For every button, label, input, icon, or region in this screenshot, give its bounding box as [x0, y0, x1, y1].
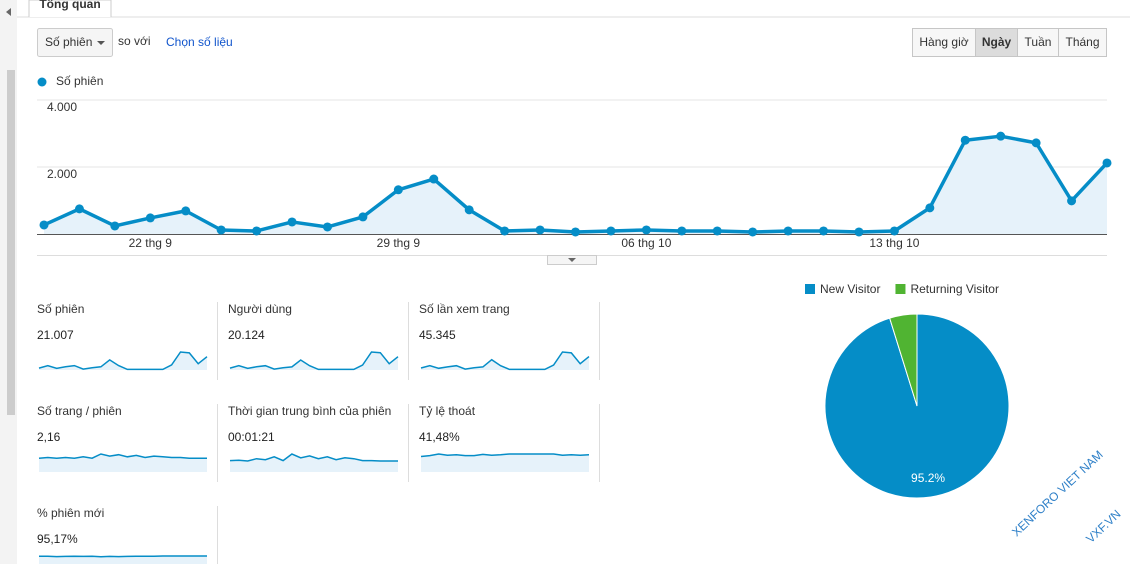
select-caret — [97, 41, 105, 45]
metric-value: 20.124 — [228, 328, 265, 342]
sparkline — [39, 555, 207, 558]
y-tick-label: 2.000 — [47, 167, 77, 181]
data-point — [181, 206, 191, 216]
data-point — [39, 220, 49, 230]
metric-value: 41,48% — [419, 430, 460, 444]
x-tick-label: 22 thg 9 — [129, 236, 173, 250]
series-area — [44, 136, 1107, 234]
data-point — [819, 226, 829, 236]
metrics-grid: Số phiên 21.007 Người dùng 20.124 Số lần xem… — [37, 302, 600, 564]
sparkline-area — [421, 454, 589, 472]
sparkline — [229, 453, 398, 462]
sparkline — [420, 351, 590, 371]
period-button[interactable] — [1017, 28, 1059, 57]
data-point — [996, 131, 1006, 141]
sparkline — [38, 453, 207, 459]
data-point — [712, 226, 722, 236]
data-point — [748, 227, 758, 237]
legend-label: New Visitor — [820, 282, 880, 296]
legend-dot — [37, 77, 47, 87]
x-tick-label: 13 thg 10 — [869, 236, 919, 250]
sparkline-area — [230, 454, 398, 472]
metric-label: Số lần xem trang — [419, 302, 510, 316]
period-label[interactable]: Hàng giờ — [919, 35, 968, 49]
slice-label: 95.2% — [911, 471, 945, 485]
data-point — [216, 225, 226, 235]
watermark-bg — [962, 406, 1130, 564]
metric-value: 45.345 — [419, 328, 456, 342]
metric-select[interactable] — [37, 28, 113, 57]
data-point — [252, 226, 262, 236]
metric-label: Số phiên — [37, 302, 84, 316]
tab[interactable] — [28, 0, 112, 17]
scroll-thumb[interactable] — [7, 70, 15, 415]
collapse-arrow[interactable] — [6, 8, 11, 16]
line-chart: 2.000 4.000 22 thg 9 29 thg 9 06 thg 10 13 th… — [37, 99, 1112, 250]
period-label[interactable]: Tuần — [1025, 35, 1052, 49]
sparkline-area — [39, 454, 207, 472]
compare-text: so với — [118, 34, 151, 48]
data-point — [145, 213, 155, 223]
sparkline-area — [39, 556, 207, 564]
legend-label: Số phiên — [56, 74, 103, 88]
legend-swatch — [805, 284, 815, 294]
pie-slice — [889, 313, 918, 407]
tab-label[interactable]: Tổng quan — [39, 0, 100, 11]
x-tick-label: 29 thg 9 — [377, 236, 421, 250]
data-point — [1102, 158, 1112, 168]
data-point — [429, 174, 439, 184]
data-point — [535, 225, 545, 235]
data-point — [322, 222, 332, 232]
data-point — [1067, 196, 1077, 206]
data-point — [287, 217, 297, 227]
data-point — [960, 135, 970, 145]
data-point — [854, 227, 864, 237]
metric-value: 2,16 — [37, 430, 61, 444]
data-point — [500, 226, 510, 236]
metric-value: 21.007 — [37, 328, 74, 342]
metric-value: 00:01:21 — [228, 430, 275, 444]
data-point — [464, 205, 474, 215]
x-tick-label: 06 thg 10 — [621, 236, 671, 250]
metric-label: Số trang / phiên — [37, 404, 122, 418]
data-point — [783, 226, 793, 236]
data-point — [677, 226, 687, 236]
sparkline — [38, 351, 208, 371]
data-point — [74, 204, 84, 214]
period-label[interactable]: Ngày — [982, 35, 1012, 49]
data-point — [571, 227, 580, 237]
pie-chart: New Visitor Returning Visitor 95.2% — [805, 282, 1010, 499]
data-point — [110, 221, 120, 231]
data-point — [393, 185, 403, 195]
period-buttons: Hàng giờ Ngày Tuần Tháng — [912, 28, 1107, 57]
sparkline — [420, 453, 590, 458]
metric-value: 95,17% — [37, 532, 78, 546]
sparkline — [229, 351, 399, 371]
data-point — [641, 225, 651, 235]
toggle-caret — [568, 258, 576, 262]
data-point — [606, 226, 616, 236]
period-button[interactable] — [975, 28, 1018, 57]
period-button[interactable] — [1058, 28, 1107, 57]
legend-label: Returning Visitor — [910, 282, 999, 296]
data-point — [925, 203, 935, 213]
metric-label: Người dùng — [228, 302, 292, 316]
metric-label: % phiên mới — [37, 506, 104, 520]
data-point — [889, 226, 899, 236]
choose-link[interactable]: Chọn số liệu — [166, 35, 233, 49]
period-label[interactable]: Tháng — [1065, 35, 1099, 49]
legend-swatch — [895, 284, 906, 294]
y-tick-label: 4.000 — [47, 100, 77, 114]
metric-select-label[interactable]: Số phiên — [45, 35, 92, 49]
metric-label: Thời gian trung bình của phiên — [228, 404, 391, 418]
metric-label: Tỷ lệ thoát — [419, 404, 476, 418]
data-point — [1031, 138, 1041, 148]
data-point — [358, 212, 368, 222]
